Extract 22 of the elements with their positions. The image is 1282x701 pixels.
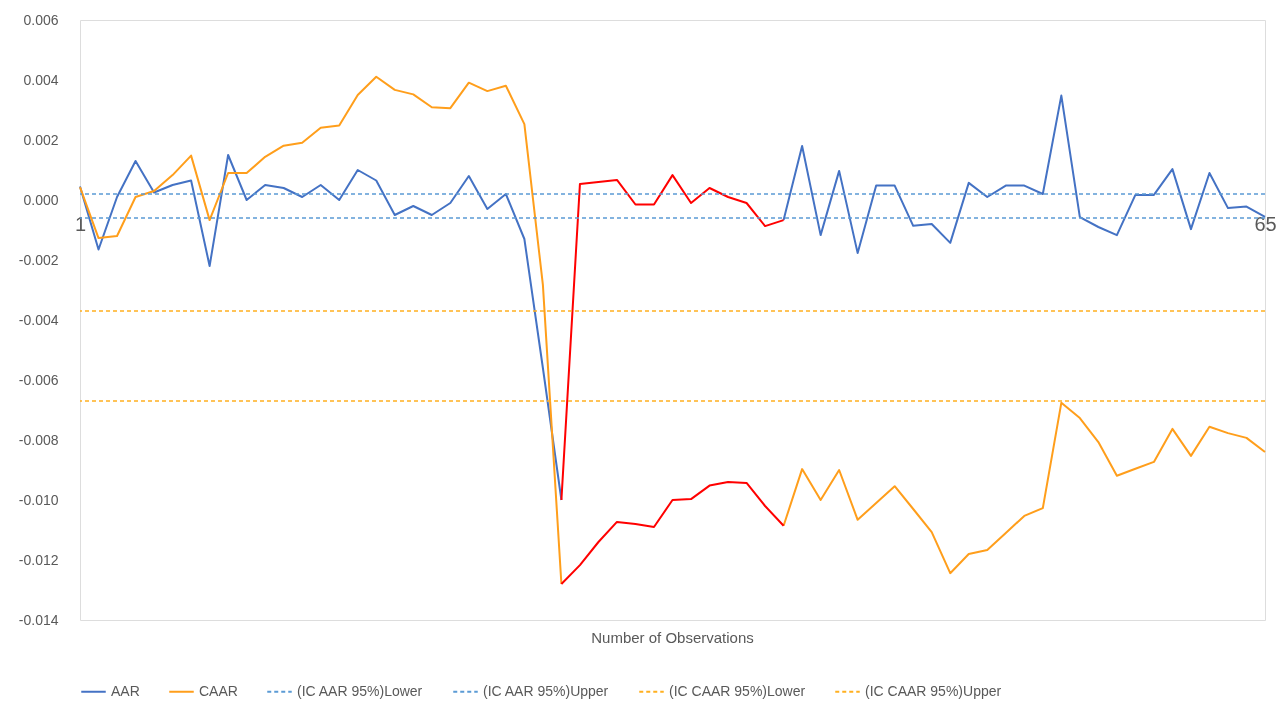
y-tick-label: 0.006 [23, 11, 59, 28]
y-tick-label: -0.006 [18, 371, 59, 388]
legend-label: (IC CAAR 95%)Upper [865, 682, 1002, 699]
line-series [560, 481, 785, 585]
x-axis-title: Number of Observations [591, 629, 754, 646]
legend-label: (IC AAR 95%)Lower [297, 682, 423, 699]
legend-label: AAR [111, 682, 140, 699]
legend-label: CAAR [199, 682, 238, 699]
x-tick-label: 65 [1254, 212, 1277, 235]
y-tick-label: -0.012 [18, 551, 59, 568]
legend-label: (IC AAR 95%)Upper [483, 682, 609, 699]
y-tick-label: -0.008 [18, 431, 59, 448]
y-tick-label: -0.014 [18, 611, 59, 628]
y-tick-label: -0.002 [18, 251, 59, 268]
y-tick-label: 0.002 [23, 131, 59, 148]
y-tick-label: 0.000 [23, 191, 59, 208]
y-tick-label: -0.010 [18, 491, 59, 508]
legend-label: (IC CAAR 95%)Lower [669, 682, 806, 699]
y-tick-label: -0.004 [18, 311, 59, 328]
x-tick-label: 1 [74, 212, 87, 235]
line-series [560, 174, 785, 501]
y-tick-label: 0.004 [23, 71, 59, 88]
